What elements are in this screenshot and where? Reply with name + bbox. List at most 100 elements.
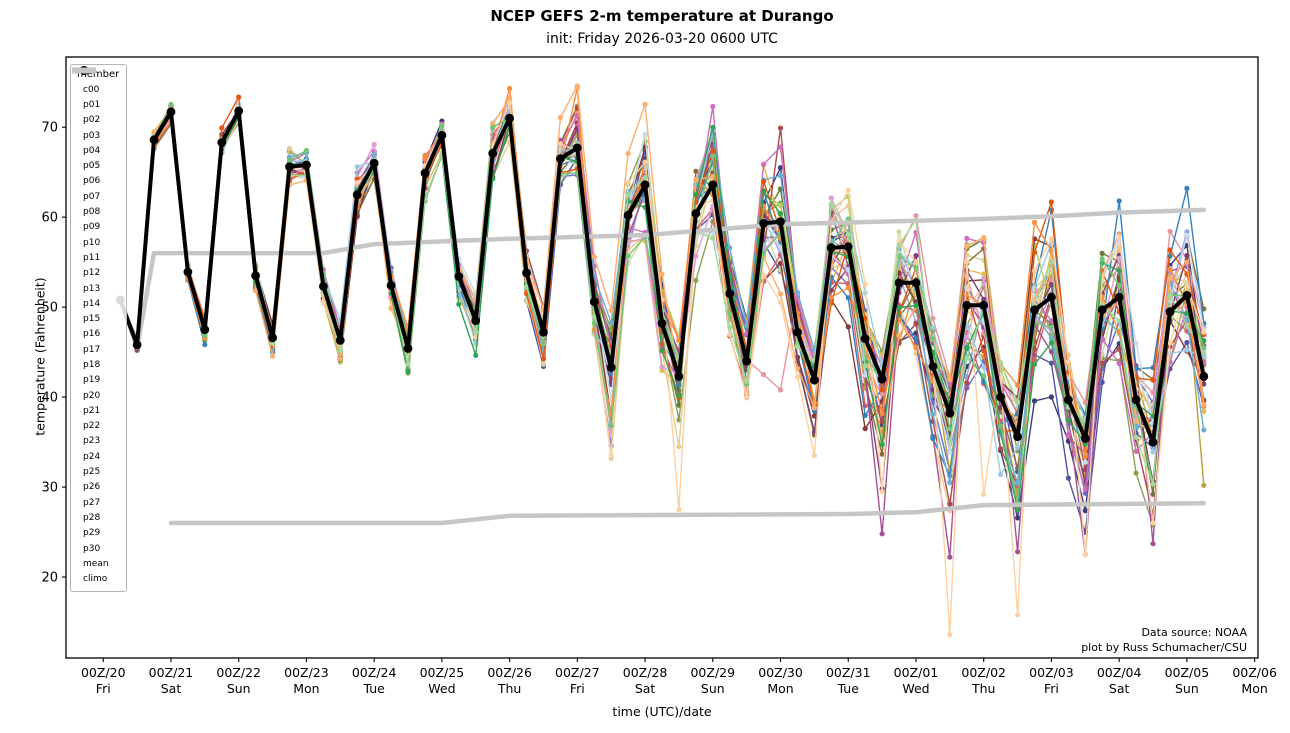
x-axis-label: time (UTC)/date (612, 704, 712, 719)
x-tick-label: 00Z/01 (894, 665, 939, 680)
legend-item-c00: c00 (72, 67, 119, 97)
legend-item-p12: p12 (72, 67, 119, 281)
x-tick-day-label: Thu (497, 681, 521, 696)
y-tick-label: 40 (41, 391, 58, 406)
legend-item-p21: p21 (72, 67, 119, 418)
legend-item-label: p06 (83, 176, 101, 187)
legend-item-label: p07 (83, 191, 101, 202)
x-tick-label: 00Z/27 (555, 665, 600, 680)
legend-item-p17: p17 (72, 67, 119, 357)
series-p19-markers (117, 95, 1207, 436)
x-tick-day-label: Thu (971, 681, 995, 696)
legend-item-label: climo (83, 574, 108, 585)
x-tick-label: 00Z/22 (216, 665, 261, 680)
x-tick-label: 00Z/28 (623, 665, 668, 680)
legend-item-label: p28 (83, 512, 101, 523)
x-tick-day-label: Sun (1175, 681, 1199, 696)
legend-item-label: p23 (83, 436, 101, 447)
x-tick-label: 00Z/02 (961, 665, 1006, 680)
legend-item-p19: p19 (72, 67, 119, 388)
legend-swatch-icon (72, 67, 96, 74)
x-tick-day-label: Sat (1109, 681, 1130, 696)
y-tick-label: 30 (41, 481, 58, 496)
legend-item-label: p11 (83, 252, 101, 263)
legend-item-p04: p04 (72, 67, 119, 158)
x-tick-label: 00Z/20 (81, 665, 126, 680)
x-tick-label: 00Z/03 (1029, 665, 1074, 680)
x-tick-label: 00Z/24 (352, 665, 397, 680)
legend-item-p26: p26 (72, 67, 119, 495)
x-tick-label: 00Z/26 (487, 665, 532, 680)
chart-subtitle: init: Friday 2026-03-20 0600 UTC (546, 31, 778, 47)
legend-item-mean: mean (72, 65, 119, 571)
y-tick-label: 50 (41, 301, 58, 316)
legend-item-label: p15 (83, 314, 101, 325)
x-tick-label: 00Z/30 (758, 665, 803, 680)
legend-item-label: p24 (83, 451, 101, 462)
legend-item-label: p18 (83, 359, 101, 370)
legend-item-label: p22 (83, 421, 101, 432)
legend-item-label: mean (83, 558, 109, 569)
x-tick-label: 00Z/04 (1097, 665, 1142, 680)
x-tick-day-label: Sat (161, 681, 182, 696)
legend-item-p01: p01 (72, 67, 119, 112)
legend-item-label: c00 (83, 84, 100, 95)
data-source-annotation: Data source: NOAA (1141, 626, 1247, 639)
x-tick-label: 00Z/05 (1165, 665, 1210, 680)
y-tick-label: 60 (41, 211, 58, 226)
legend-item-p05: p05 (72, 67, 119, 173)
legend-box: member c00 p01 p02 p03 p04 p05 p06 p07 p08 p09 p10… (70, 64, 128, 592)
legend-item-p16: p16 (72, 67, 119, 342)
x-tick-day-label: Fri (570, 681, 585, 696)
legend-item-p13: p13 (72, 67, 119, 296)
legend-item-p11: p11 (72, 67, 119, 265)
series-climo-lower (168, 501, 1207, 526)
x-tick-label: 00Z/25 (420, 665, 465, 680)
x-tick-label: 00Z/31 (826, 665, 871, 680)
y-axis-label: temperature (Fahrenheit) (32, 277, 48, 436)
legend-item-p15: p15 (72, 67, 119, 326)
x-tick-day-label: Mon (1241, 681, 1267, 696)
x-tick-day-label: Mon (293, 681, 319, 696)
x-tick-day-label: Sat (635, 681, 656, 696)
legend-item-label: p25 (83, 467, 101, 478)
legend-item-p18: p18 (72, 67, 119, 372)
x-tick-day-label: Fri (1044, 681, 1059, 696)
series-p26 (119, 85, 1205, 441)
legend-title: member (77, 69, 120, 80)
legend-item-label: p16 (83, 329, 101, 340)
legend-item-p28: p28 (72, 67, 119, 525)
legend-item-p08: p08 (72, 67, 119, 219)
legend-item-label: p26 (83, 482, 101, 493)
chart-title: NCEP GEFS 2-m temperature at Durango (490, 7, 834, 25)
series-mean-markers (115, 106, 1209, 447)
legend-item-label: p08 (83, 207, 101, 218)
x-tick-label: 00Z/06 (1232, 665, 1277, 680)
legend-item-label: p30 (83, 543, 101, 554)
legend-item-p03: p03 (72, 67, 119, 143)
legend-item-label: p02 (83, 115, 101, 126)
series-climo-upper (117, 207, 1207, 350)
legend-item-p07: p07 (72, 67, 119, 204)
legend-item-p06: p06 (72, 67, 119, 189)
legend-item-label: p20 (83, 390, 101, 401)
y-tick-label: 20 (41, 571, 58, 586)
x-tick-day-label: Wed (902, 681, 929, 696)
legend-item-label: p09 (83, 222, 101, 233)
x-tick-label: 00Z/23 (284, 665, 329, 680)
legend-item-p14: p14 (72, 67, 119, 311)
legend-item-climo: climo (72, 67, 119, 587)
legend-item-p24: p24 (72, 67, 119, 464)
x-tick-label: 00Z/21 (149, 665, 194, 680)
legend-item-p20: p20 (72, 67, 119, 403)
legend-item-p27: p27 (72, 67, 119, 510)
x-tick-day-label: Sun (701, 681, 725, 696)
y-tick-label: 70 (41, 121, 58, 136)
legend-item-p10: p10 (72, 67, 119, 250)
legend-item-label: p27 (83, 497, 101, 508)
legend-item-label: p03 (83, 130, 101, 141)
legend-item-label: p29 (83, 528, 101, 539)
legend-item-label: p05 (83, 161, 101, 172)
x-tick-label: 00Z/29 (690, 665, 735, 680)
legend-item-p29: p29 (72, 67, 119, 541)
